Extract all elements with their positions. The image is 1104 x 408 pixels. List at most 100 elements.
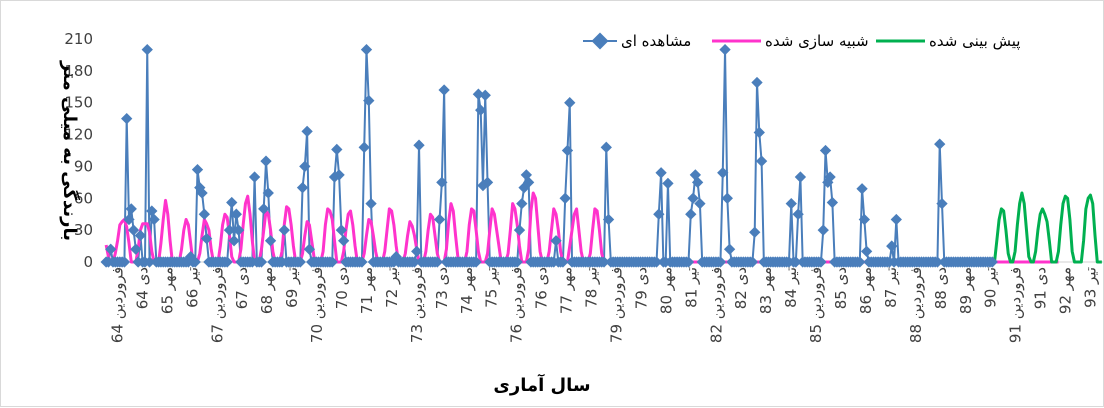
data-point-observed bbox=[303, 243, 316, 255]
data-point-observed bbox=[258, 203, 270, 215]
data-point-observed bbox=[550, 235, 562, 247]
data-point-observed bbox=[886, 240, 898, 252]
x-tick-label: مهر 74 bbox=[458, 267, 476, 314]
data-point-observed bbox=[785, 197, 797, 210]
data-point-observed bbox=[481, 176, 494, 189]
data-point-observed bbox=[299, 160, 311, 173]
data-point-observed bbox=[559, 192, 571, 204]
x-tick-label: فروردین 88 bbox=[907, 267, 925, 343]
data-point-observed bbox=[792, 208, 804, 220]
data-point-observed bbox=[815, 256, 827, 268]
data-point-observed bbox=[890, 213, 902, 226]
x-tick-label: دی 79 bbox=[632, 267, 650, 309]
y-axis-title: بارندگی به میلی متر bbox=[59, 60, 81, 241]
x-tick-label: دی 70 bbox=[333, 267, 351, 309]
y-tick-label: 180 bbox=[64, 62, 93, 80]
data-point-observed bbox=[223, 224, 236, 236]
data-point-observed bbox=[721, 192, 733, 204]
data-point-observed bbox=[296, 182, 309, 194]
data-point-observed bbox=[662, 177, 674, 190]
data-point-observed bbox=[411, 245, 423, 258]
data-point-observed bbox=[125, 203, 137, 215]
data-point-observed bbox=[479, 89, 491, 101]
data-point-observed bbox=[714, 256, 727, 268]
data-point-observed bbox=[198, 208, 211, 220]
data-point-observed bbox=[262, 187, 274, 199]
data-point-observed bbox=[794, 171, 807, 183]
x-tick-label: مهر 65 bbox=[158, 267, 176, 314]
data-point-observed bbox=[655, 167, 667, 179]
data-point-observed bbox=[719, 43, 731, 56]
data-point-observed bbox=[431, 256, 443, 268]
series-line-simulated bbox=[104, 191, 1059, 264]
data-point-observed bbox=[557, 256, 569, 268]
x-axis-ticks: فروردین 64 دی 64 مهر 65 تیر 66 فروردین 67 دی … bbox=[108, 267, 1099, 343]
x-tick-label: تیر 72 bbox=[383, 267, 401, 308]
data-point-observed bbox=[650, 256, 663, 268]
data-point-observed bbox=[751, 76, 763, 89]
data-point-observed bbox=[694, 197, 706, 210]
y-tick-label: 150 bbox=[64, 94, 93, 112]
x-tick-label: مهر 71 bbox=[358, 267, 376, 314]
x-tick-label: دی 82 bbox=[732, 267, 750, 309]
legend-label-simulated: شبیه سازی شده bbox=[765, 32, 869, 50]
data-point-observed bbox=[278, 224, 290, 236]
x-tick-label: فروردین 85 bbox=[807, 267, 825, 343]
data-point-observed bbox=[436, 176, 448, 189]
data-point-observed bbox=[333, 169, 345, 181]
data-point-observed bbox=[986, 256, 998, 268]
x-tick-label: تیر 93 bbox=[1082, 267, 1100, 308]
data-point-observed bbox=[221, 256, 233, 268]
x-axis-title: سال آماری bbox=[493, 373, 590, 396]
x-tick-label: مهر 68 bbox=[258, 267, 276, 314]
data-point-observed bbox=[301, 125, 313, 138]
data-point-observed bbox=[134, 229, 147, 242]
data-point-observed bbox=[433, 213, 446, 226]
x-tick-label: فروردین 76 bbox=[508, 267, 526, 343]
data-point-observed bbox=[826, 196, 839, 209]
x-tick-label: دی 64 bbox=[133, 267, 151, 309]
data-point-observed bbox=[516, 197, 528, 210]
x-tick-label: فروردین 73 bbox=[408, 267, 426, 343]
x-tick-label: فروردین 82 bbox=[707, 267, 725, 343]
data-point-observed bbox=[331, 143, 343, 156]
y-tick-label: 120 bbox=[64, 126, 93, 144]
data-point-observed bbox=[189, 256, 201, 268]
data-point-observed bbox=[598, 256, 610, 268]
data-point-observed bbox=[511, 256, 523, 268]
x-tick-label: دی 67 bbox=[233, 267, 251, 309]
x-tick-label: دی 76 bbox=[533, 267, 551, 309]
data-point-observed bbox=[260, 155, 272, 167]
data-point-observed bbox=[561, 144, 574, 157]
data-point-observed bbox=[755, 155, 768, 167]
data-point-observed bbox=[130, 243, 142, 255]
x-tick-label: دی 85 bbox=[832, 267, 850, 309]
data-point-observed bbox=[522, 176, 535, 189]
x-tick-label: دی 88 bbox=[932, 267, 950, 309]
data-point-observed bbox=[232, 224, 245, 236]
data-point-observed bbox=[819, 144, 832, 157]
data-point-observed bbox=[413, 139, 425, 151]
data-point-observed bbox=[365, 197, 377, 210]
x-tick-label: دی 73 bbox=[433, 267, 451, 309]
legend-item-observed: مشاهده ای bbox=[583, 32, 691, 50]
legend: مشاهده ای شبیه سازی شده پیش بینی شده bbox=[583, 32, 1020, 51]
data-point-observed bbox=[860, 245, 873, 258]
x-tick-label: مهر 80 bbox=[657, 267, 675, 314]
data-point-observed bbox=[856, 183, 868, 195]
data-point-observed bbox=[127, 224, 140, 236]
data-point-observed bbox=[248, 171, 261, 183]
data-point-observed bbox=[602, 213, 615, 226]
data-point-observed bbox=[746, 256, 759, 268]
x-tick-label: تیر 75 bbox=[483, 267, 501, 308]
x-tick-label: دی 91 bbox=[1032, 267, 1050, 309]
data-point-observed bbox=[264, 235, 277, 247]
data-point-observed bbox=[226, 196, 238, 209]
x-tick-label: تیر 69 bbox=[283, 267, 301, 308]
y-axis-ticks: 0 30 60 90 120 150 180 210 bbox=[64, 30, 93, 271]
data-point-observed bbox=[723, 243, 736, 255]
legend-label-observed: مشاهده ای bbox=[621, 32, 691, 50]
x-tick-label: مهر 83 bbox=[757, 267, 775, 314]
